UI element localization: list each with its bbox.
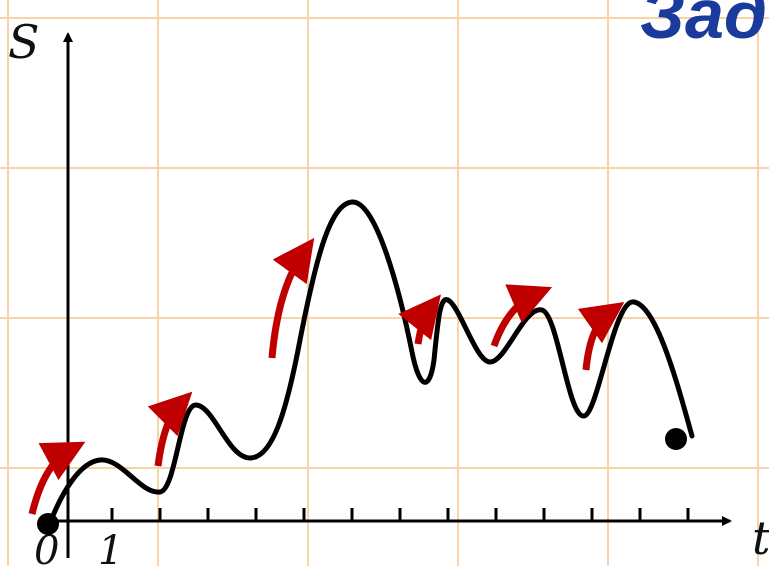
tick-one-label: 1	[98, 528, 123, 566]
direction-arrow	[268, 237, 315, 359]
direction-arrow	[577, 301, 625, 371]
y-axis-label: S	[8, 15, 40, 69]
direction-arrow	[490, 284, 553, 348]
direction-arrow	[28, 441, 86, 515]
motion-direction-arrows	[28, 237, 625, 515]
x-axis-ticks	[110, 508, 690, 521]
end-point	[665, 428, 687, 450]
direction-arrow	[398, 294, 441, 345]
start-point	[37, 513, 59, 535]
x-axis-label: t	[752, 511, 769, 565]
title-fragment: Зад	[640, 0, 767, 53]
direction-arrow	[147, 391, 193, 467]
position-curve	[47, 199, 695, 526]
